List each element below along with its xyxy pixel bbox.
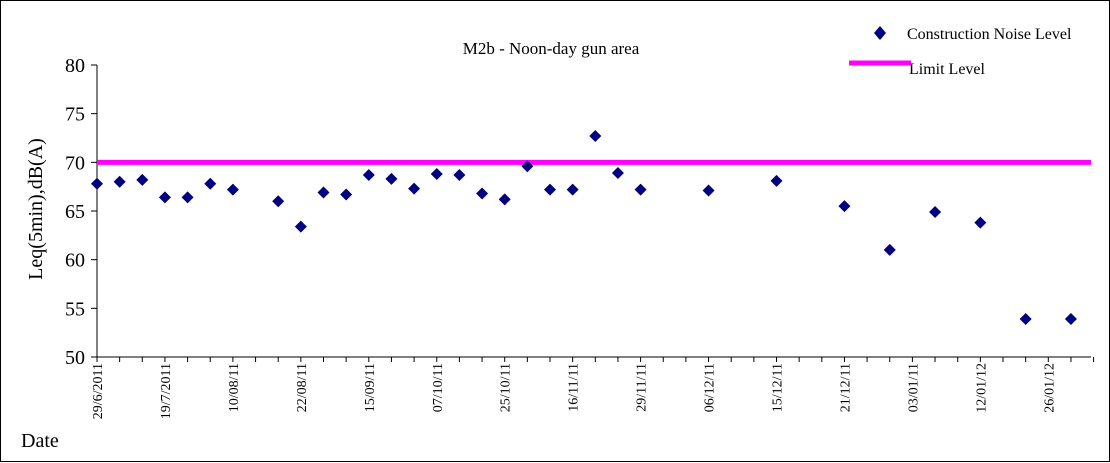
chart-title: M2b - Noon-day gun area	[463, 39, 640, 58]
data-point	[385, 172, 398, 185]
data-point	[453, 168, 466, 181]
y-tick-label: 65	[65, 201, 85, 223]
x-ticks: 29/6/2011 19/7/2011 10/08/11 22/08/11 15/09/…	[91, 357, 1095, 419]
data-point	[317, 186, 330, 199]
x-tick-label: 15/09/11	[363, 363, 378, 412]
legend: Construction Noise Level Limit Level	[849, 26, 1072, 78]
y-tick-label: 60	[65, 250, 85, 272]
x-tick-label: 12/01/12	[974, 363, 989, 413]
data-point	[408, 182, 421, 195]
x-tick-label: 26/01/12	[1042, 363, 1057, 413]
data-point	[566, 183, 579, 196]
x-tick-label: 21/12/11	[838, 363, 853, 412]
data-point	[362, 168, 375, 181]
data-point	[181, 191, 194, 204]
x-tick-label: 29/11/11	[635, 363, 650, 412]
legend-label-noise: Construction Noise Level	[907, 26, 1072, 43]
legend-diamond-marker	[874, 26, 886, 40]
data-point	[294, 220, 307, 233]
legend-item-noise: Construction Noise Level	[874, 26, 1072, 43]
y-axis-label: Leq(5min),dB(A)	[25, 138, 47, 280]
x-tick-label: 25/10/11	[499, 363, 514, 412]
data-point	[204, 177, 217, 190]
data-point	[589, 130, 602, 143]
y-tick-label: 80	[65, 55, 85, 77]
data-point	[226, 183, 239, 196]
data-point	[883, 243, 896, 256]
legend-label-limit: Limit Level	[909, 61, 986, 78]
data-point	[521, 160, 534, 173]
axes	[96, 65, 1091, 358]
y-tick-label: 55	[65, 298, 85, 320]
data-point	[113, 175, 126, 188]
data-point	[1019, 313, 1032, 326]
data-points	[91, 130, 1077, 326]
x-tick-label: 06/12/11	[703, 363, 718, 412]
data-point	[544, 183, 556, 196]
x-axis-label: Date	[21, 430, 59, 452]
data-point	[611, 167, 624, 180]
x-tick-label: 22/08/11	[295, 363, 310, 412]
data-point	[1064, 313, 1077, 326]
data-point	[91, 177, 103, 190]
data-point	[272, 195, 285, 208]
x-tick-label: 03/01/11	[906, 363, 921, 412]
data-point	[974, 216, 987, 229]
y-tick-label: 75	[65, 104, 85, 126]
data-point	[498, 193, 511, 206]
data-point	[702, 184, 715, 197]
data-point	[929, 205, 942, 218]
data-point	[340, 188, 353, 201]
y-ticks: 50 55 60 65 70 75 80	[65, 55, 97, 369]
data-point	[634, 183, 647, 196]
y-tick-label: 70	[65, 152, 85, 174]
data-point	[838, 200, 851, 213]
x-tick-label: 29/6/2011	[91, 363, 106, 419]
data-point	[770, 174, 783, 187]
x-tick-label: 16/11/11	[567, 363, 582, 412]
data-point	[430, 168, 443, 181]
data-point	[476, 187, 489, 200]
x-tick-label: 15/12/11	[771, 363, 786, 412]
data-point	[136, 173, 149, 186]
y-tick-label: 50	[65, 347, 85, 369]
data-point	[158, 191, 171, 204]
x-tick-label: 07/10/11	[431, 363, 446, 412]
x-tick-label: 10/08/11	[227, 363, 242, 412]
legend-item-limit: Limit Level	[849, 60, 986, 78]
x-tick-label: 19/7/2011	[159, 363, 174, 419]
